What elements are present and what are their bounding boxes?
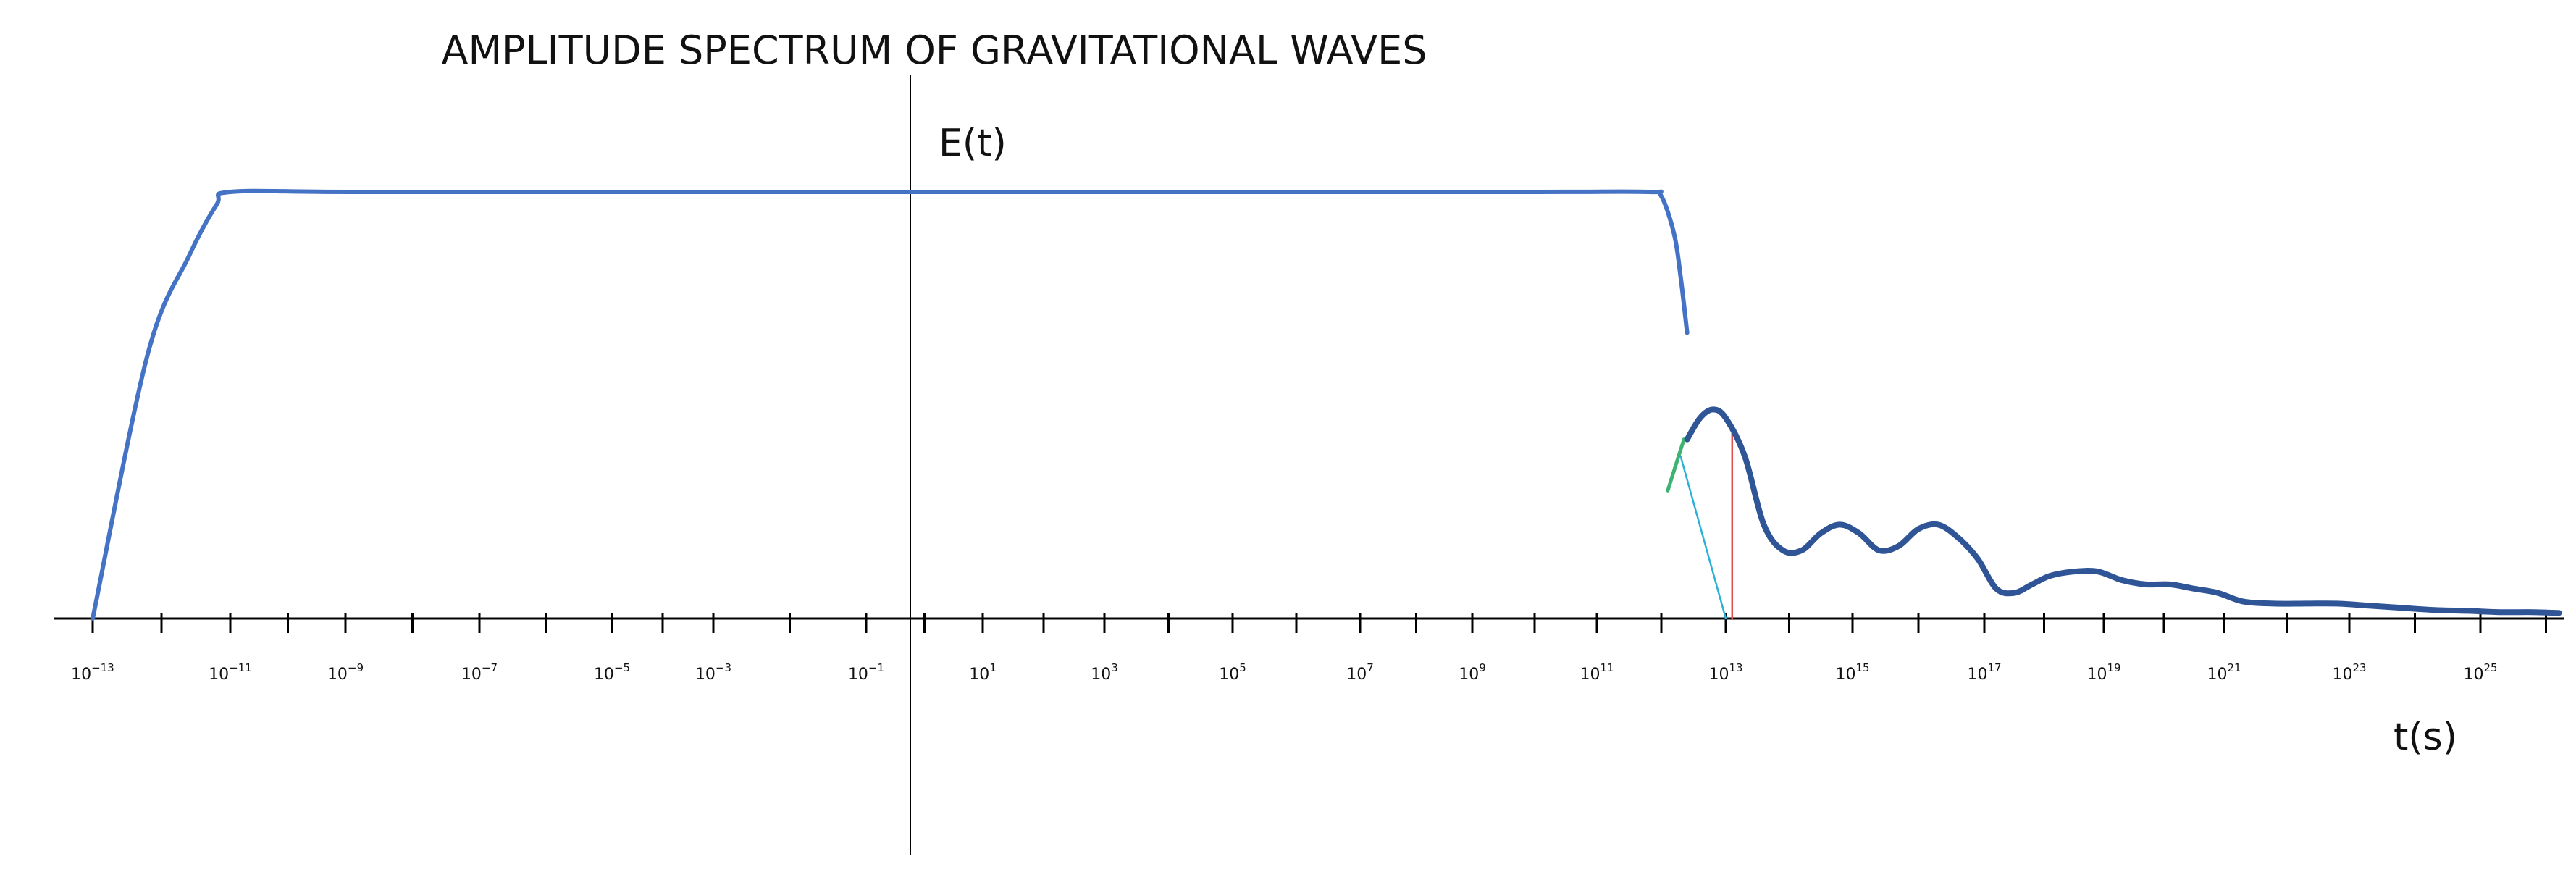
x-tick-label: 10−9 (327, 661, 364, 684)
x-tick-label-base: 10 (695, 666, 716, 684)
x-tick-label-exponent: 13 (1729, 661, 1742, 674)
x-tick-label-exponent: −1 (868, 661, 884, 674)
x-tick-label-exponent: −13 (91, 661, 114, 674)
chart-title: AMPLITUDE SPECTRUM OF GRAVITATIONAL WAVE… (442, 28, 1427, 73)
x-tick-label: 1023 (2332, 661, 2366, 684)
x-tick-label-exponent: −7 (482, 661, 498, 674)
x-tick-label-base: 10 (2332, 666, 2352, 684)
x-tick-label-base: 10 (209, 666, 229, 684)
x-tick-label-exponent: −9 (348, 661, 364, 674)
x-tick-label: 10−5 (594, 661, 630, 684)
x-tick-label-exponent: 1 (989, 661, 997, 674)
x-tick-label: 10−13 (71, 661, 114, 684)
x-tick-label-base: 10 (461, 666, 482, 684)
x-tick-label-base: 10 (1091, 666, 1111, 684)
x-tick-label-exponent: −3 (716, 661, 731, 674)
x-tick-label: 1025 (2463, 661, 2497, 684)
x-tick-label-base: 10 (1708, 666, 1729, 684)
x-tick-label-base: 10 (969, 666, 989, 684)
series-group (91, 188, 2562, 621)
x-tick-label-exponent: 23 (2352, 661, 2366, 674)
x-tick-label-base: 10 (2463, 666, 2483, 684)
x-axis-ticks (91, 613, 2547, 633)
x-tick-label-exponent: 5 (1239, 661, 1246, 674)
x-tick-label-base: 10 (848, 666, 868, 684)
x-tick-label-exponent: 11 (1600, 661, 1614, 674)
x-tick-label-exponent: 21 (2227, 661, 2241, 674)
annotation-drop-line (1679, 455, 1727, 620)
x-tick-label-base: 10 (1459, 666, 1479, 684)
x-tick-label-base: 10 (1967, 666, 1987, 684)
x-tick-label-exponent: −5 (614, 661, 630, 674)
y-axis-label: E(t) (939, 122, 1007, 165)
x-tick-label: 105 (1219, 661, 1246, 684)
x-tick-label: 107 (1346, 661, 1374, 684)
x-tick-label-exponent: 25 (2483, 661, 2497, 674)
x-tick-label-exponent: −11 (229, 661, 252, 674)
x-tick-label-base: 10 (594, 666, 614, 684)
x-tick-label: 1013 (1708, 661, 1742, 684)
x-tick-label: 109 (1459, 661, 1486, 684)
series-line-main (91, 188, 1690, 621)
x-tick-label-exponent: 9 (1479, 661, 1486, 674)
x-tick-label: 10−7 (461, 661, 498, 684)
x-tick-label: 1011 (1579, 661, 1614, 684)
x-tick-label-base: 10 (1835, 666, 1855, 684)
x-tick-label: 1017 (1967, 661, 2001, 684)
x-axis-label: t(s) (2394, 716, 2457, 759)
x-tick-label: 10−3 (695, 661, 731, 684)
x-tick-label-exponent: 17 (1987, 661, 2001, 674)
x-tick-label-exponent: 19 (2107, 661, 2120, 674)
x-tick-label-base: 10 (2207, 666, 2227, 684)
x-tick-label-base: 10 (1219, 666, 1239, 684)
x-tick-label: 1021 (2207, 661, 2241, 684)
annotations (1666, 429, 1734, 620)
x-tick-label: 10−1 (848, 661, 884, 684)
x-tick-label-base: 10 (1579, 666, 1600, 684)
x-tick-label: 10−11 (209, 661, 252, 684)
x-tick-label-exponent: 7 (1367, 661, 1374, 674)
x-tick-label-exponent: 3 (1111, 661, 1118, 674)
series-line-tail (1684, 406, 2562, 616)
x-tick-label-base: 10 (71, 666, 91, 684)
x-tick-label-base: 10 (1346, 666, 1367, 684)
x-tick-label: 1019 (2086, 661, 2120, 684)
x-tick-label-base: 10 (327, 666, 348, 684)
x-tick-label: 1015 (1835, 661, 1869, 684)
annotation-fragment (1666, 437, 1686, 493)
x-tick-label-base: 10 (2086, 666, 2107, 684)
x-axis-tick-labels: 10−13 10−11 10−9 10−7 10−5 10−3 10−1 101 103 105 1… (71, 661, 2497, 684)
x-tick-label-exponent: 15 (1855, 661, 1869, 674)
x-tick-label: 101 (969, 661, 997, 684)
x-tick-label: 103 (1091, 661, 1118, 684)
